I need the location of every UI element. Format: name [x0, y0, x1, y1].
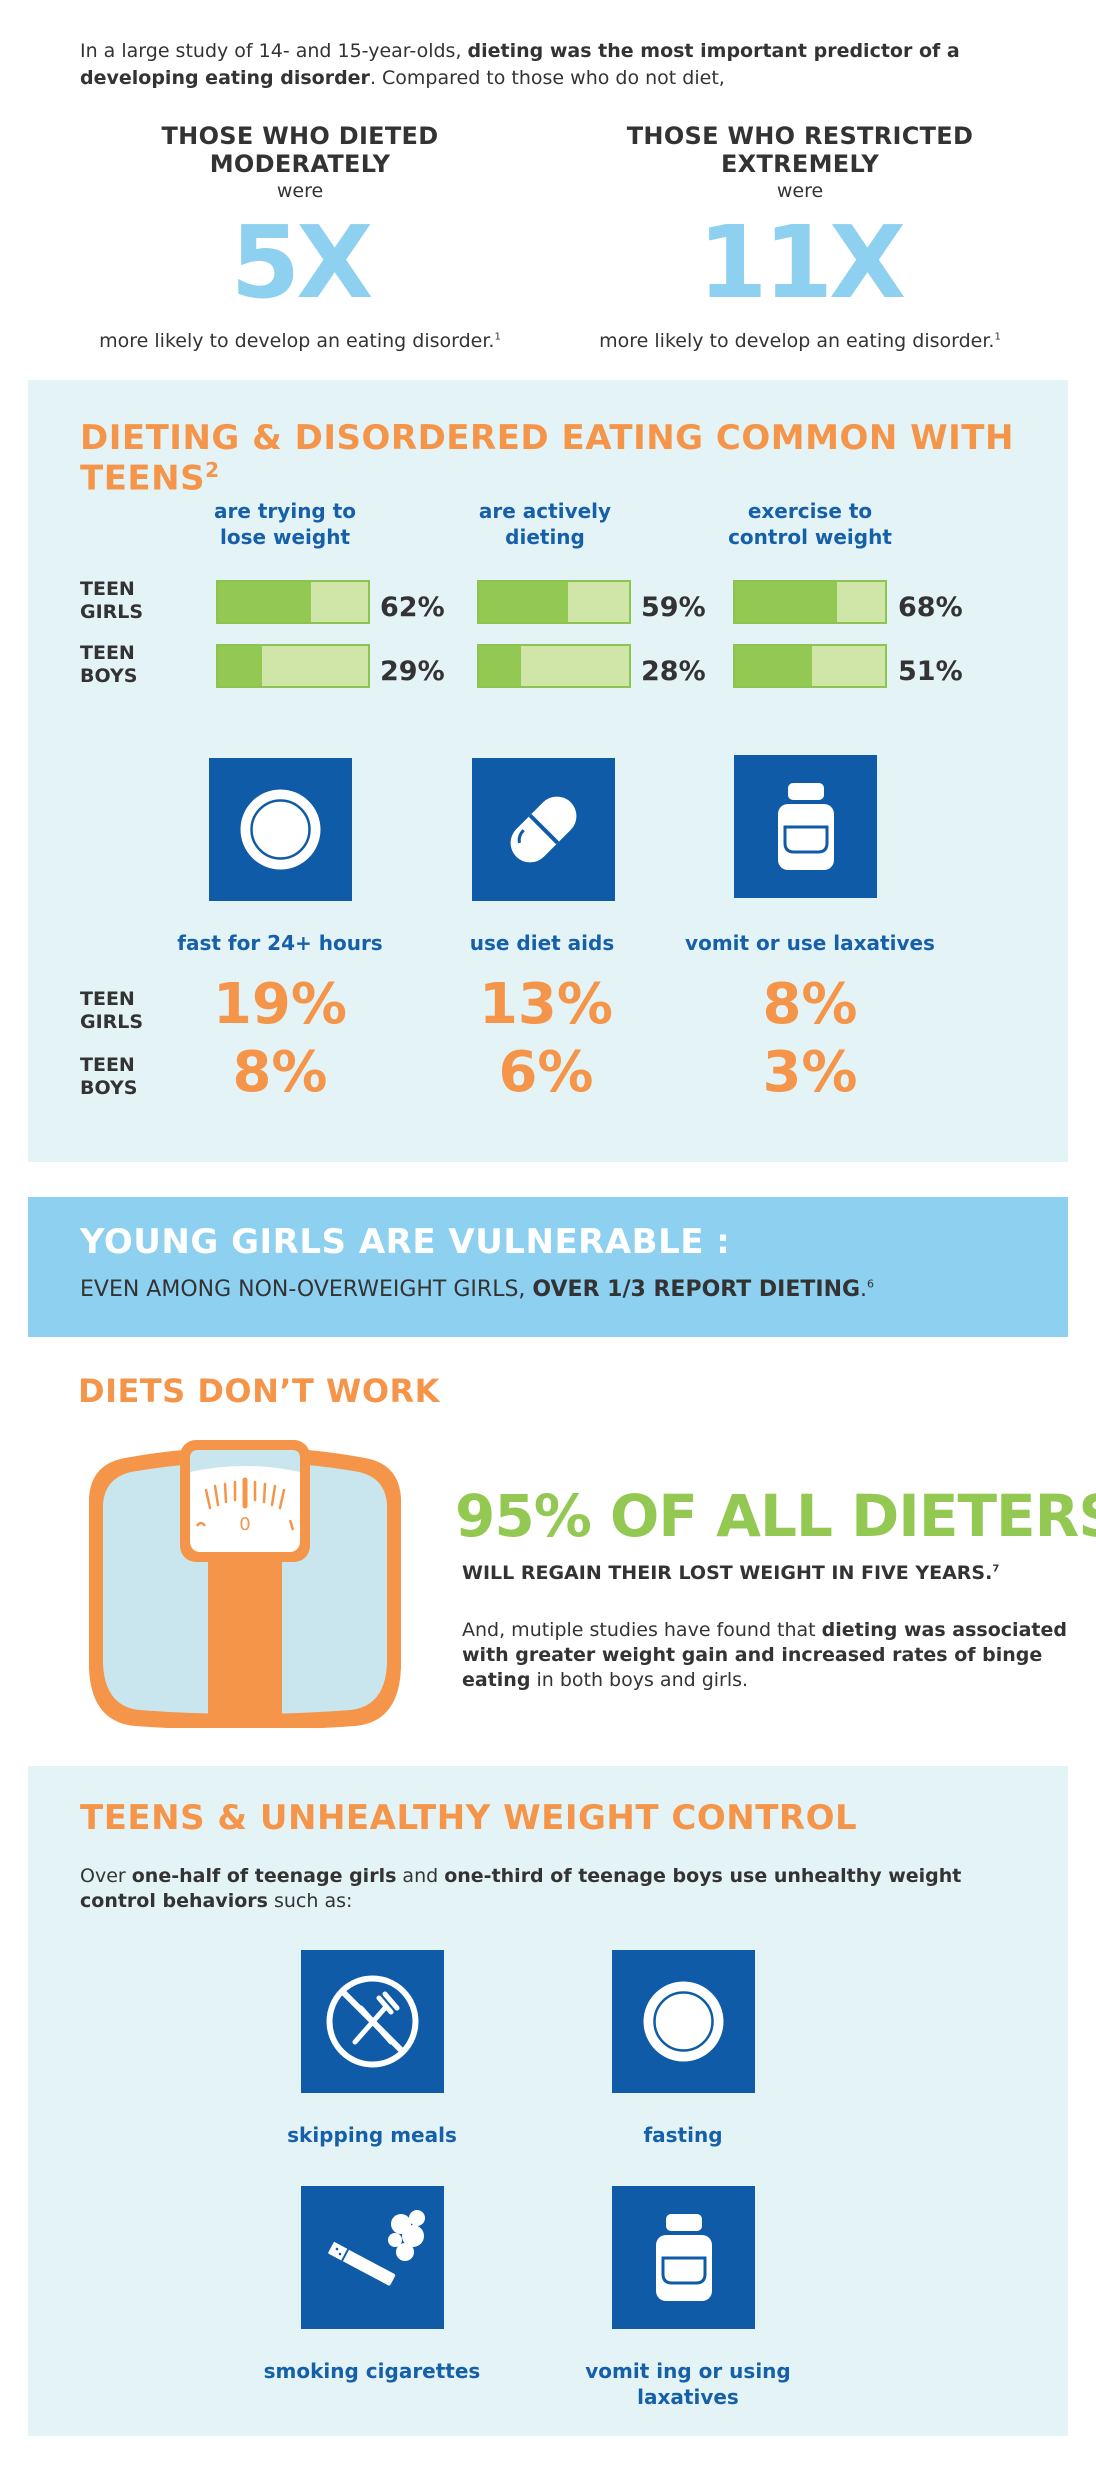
dieters-stat: 95% OF ALL DIETERS: [455, 1482, 1096, 1550]
pct-girls-diet-aids: 13%: [478, 972, 614, 1037]
pct-boys-exercise: 51%: [898, 656, 963, 687]
diets-title: DIETS DON’T WORK: [78, 1372, 440, 1410]
bottle-icon: [612, 2186, 755, 2329]
pct-boys-lose-weight: 29%: [380, 656, 445, 687]
comparison-extreme: THOSE WHO RESTRICTED EXTREMELY were 11X …: [580, 122, 1020, 352]
comparison-moderate: THOSE WHO DIETED MODERATELY were 5X more…: [80, 122, 520, 352]
pct-girls-exercise: 68%: [898, 592, 963, 623]
plate-icon: [612, 1950, 755, 2093]
no-utensils-icon: [301, 1950, 444, 2093]
vulnerable-section: [28, 1197, 1068, 1337]
row-label-boys: TEEN BOYS: [80, 1054, 138, 1099]
row-label-boys: TEEN BOYS: [80, 642, 138, 687]
intro-text: In a large study of 14- and 15-year-olds…: [80, 40, 960, 89]
comparison-value: 5X: [230, 204, 374, 321]
pct-boys-diet-aids: 6%: [498, 1040, 594, 1105]
bar-boys-dieting: [477, 644, 631, 688]
bar-girls-lose-weight: [216, 580, 370, 624]
bottle-icon: [734, 755, 877, 898]
row-label-girls: TEEN GIRLS: [80, 988, 144, 1033]
behavior-label: are actively dieting: [478, 499, 612, 549]
behavior-caption: skipping meals: [287, 2123, 457, 2147]
bar-girls-dieting: [477, 580, 631, 624]
vulnerable-text: EVEN AMONG NON-OVERWEIGHT GIRLS, OVER 1/…: [80, 1277, 875, 1302]
unhealthy-section: [28, 1766, 1068, 2436]
pct-girls-dieting: 59%: [641, 592, 706, 623]
unhealthy-intro: Over one-half of teenage girls and one-t…: [80, 1865, 962, 1912]
bar-fill: [479, 646, 521, 686]
cigarette-icon: [301, 2186, 444, 2329]
behavior-label: exercise to control weight: [728, 499, 892, 549]
bar-fill: [218, 582, 311, 622]
extreme-label: fast for 24+ hours: [177, 931, 383, 955]
behavior-label: are trying to lose weight: [213, 499, 357, 549]
bar-fill: [479, 582, 568, 622]
comparison-heading: THOSE WHO DIETED MODERATELY: [161, 122, 439, 178]
extreme-label: use diet aids: [469, 931, 615, 955]
pill-icon: [472, 758, 615, 901]
dieters-sub: WILL REGAIN THEIR LOST WEIGHT IN FIVE YE…: [462, 1562, 1000, 1584]
bar-fill: [218, 646, 262, 686]
comparison-sub: were: [276, 180, 324, 202]
extreme-label: vomit or use laxatives: [685, 931, 935, 955]
bar-fill: [735, 646, 812, 686]
comparison-heading: THOSE WHO RESTRICTED EXTREMELY: [626, 122, 974, 178]
comparison-foot: more likely to develop an eating disorde…: [599, 330, 1001, 352]
behavior-caption: vomit ing or using laxatives: [585, 2359, 791, 2409]
plate-icon: [209, 758, 352, 901]
comparison-foot: more likely to develop an eating disorde…: [99, 330, 501, 352]
scale-zero-label: 0: [239, 1514, 250, 1535]
vulnerable-title: YOUNG GIRLS ARE VULNERABLE :: [80, 1222, 731, 1262]
scale-icon: 0: [85, 1438, 405, 1730]
row-label-girls: TEEN GIRLS: [80, 578, 144, 623]
pct-boys-vomit: 3%: [762, 1040, 858, 1105]
bar-boys-exercise: [733, 644, 887, 688]
pct-girls-lose-weight: 62%: [380, 592, 445, 623]
bar-girls-exercise: [733, 580, 887, 624]
pct-girls-fast: 19%: [212, 972, 348, 1037]
unhealthy-title: TEENS & UNHEALTHY WEIGHT CONTROL: [80, 1798, 858, 1838]
pct-boys-fast: 8%: [232, 1040, 328, 1105]
comparison-sub: were: [776, 180, 824, 202]
pct-boys-dieting: 28%: [641, 656, 706, 687]
behavior-caption: smoking cigarettes: [263, 2359, 481, 2383]
comparison-value: 11X: [697, 204, 906, 321]
bar-fill: [735, 582, 837, 622]
pct-girls-vomit: 8%: [762, 972, 858, 1037]
dieters-body: And, mutiple studies have found that die…: [462, 1619, 1067, 1691]
common-title: DIETING & DISORDERED EATING COMMON WITH …: [80, 418, 1014, 499]
behavior-caption: fasting: [643, 2123, 723, 2147]
bar-boys-lose-weight: [216, 644, 370, 688]
